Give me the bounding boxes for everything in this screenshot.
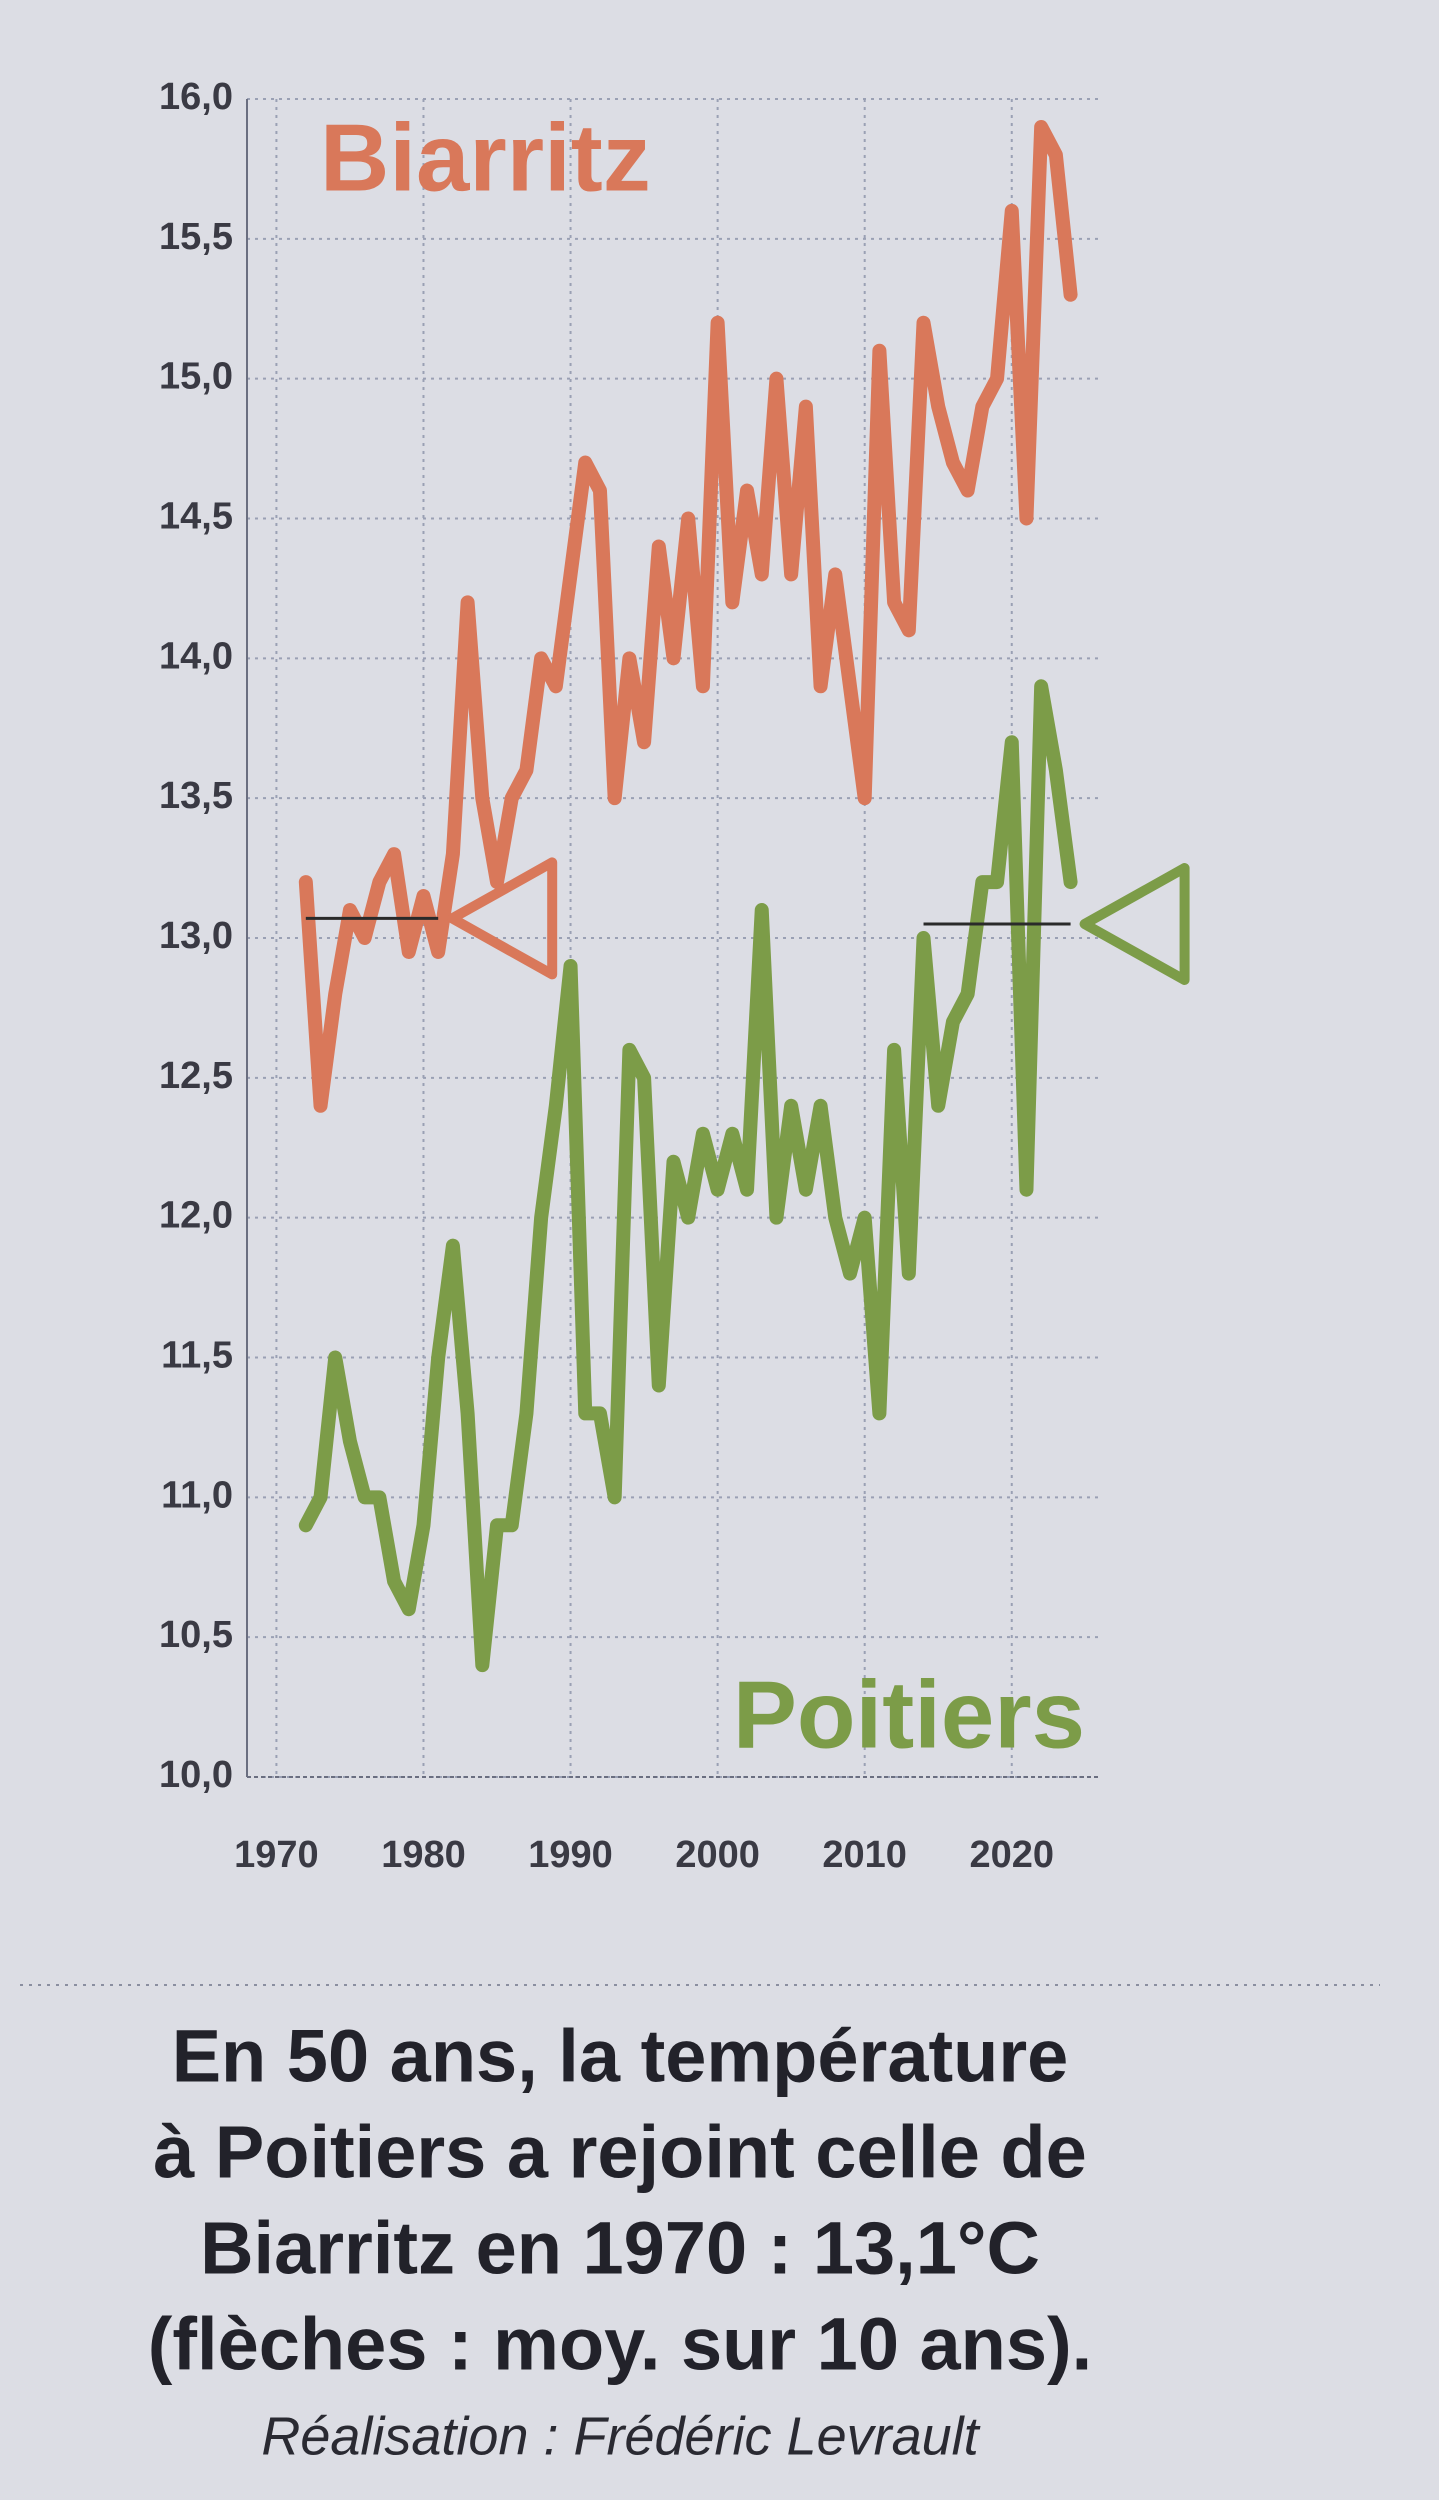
x-tick-label: 1970 (234, 1834, 319, 1876)
x-tick-label: 1990 (528, 1834, 613, 1876)
y-tick-label: 14,0 (159, 635, 233, 677)
y-tick-label: 11,5 (161, 1335, 233, 1377)
series-line (298, 119, 1078, 1113)
y-tick-label: 12,5 (159, 1055, 233, 1097)
average-arrow (447, 857, 558, 980)
caption: En 50 ans, la température (172, 2015, 1069, 2098)
credit: Réalisation : Frédéric Levrault (261, 2406, 980, 2466)
y-tick-label: 11,0 (161, 1474, 233, 1516)
series-label: Biarritz (320, 104, 651, 211)
caption: à Poitiers a rejoint celle de (153, 2111, 1087, 2194)
x-tick-label: 2010 (822, 1834, 907, 1876)
caption: (flèches : moy. sur 10 ans). (148, 2303, 1093, 2386)
y-tick-label: 16,0 (159, 76, 233, 118)
series-line (298, 679, 1078, 1673)
average-arrow (1079, 863, 1190, 986)
y-tick-label: 10,0 (159, 1754, 233, 1796)
caption: Biarritz en 1970 : 13,1°C (200, 2207, 1040, 2290)
y-tick-label: 14,5 (159, 496, 233, 538)
y-tick-label: 12,0 (159, 1195, 233, 1237)
x-tick-label: 2020 (969, 1834, 1054, 1876)
y-tick-label: 15,5 (159, 216, 233, 258)
series-label: Poitiers (733, 1661, 1085, 1768)
y-tick-label: 15,0 (159, 356, 233, 398)
y-tick-label: 10,5 (159, 1614, 233, 1656)
x-tick-label: 1980 (381, 1834, 466, 1876)
y-tick-label: 13,0 (159, 915, 233, 957)
x-tick-label: 2000 (675, 1834, 760, 1876)
y-tick-label: 13,5 (159, 775, 233, 817)
